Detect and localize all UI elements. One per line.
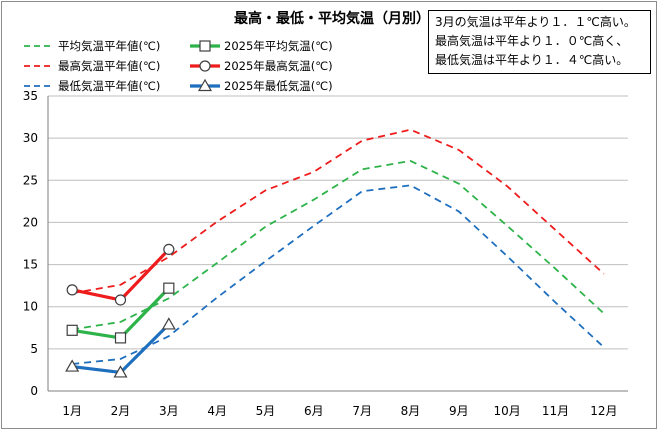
x-tick-label: 5月 [256,404,276,418]
y-axis-ticks: 0 5 10 15 20 25 30 35 [23,89,38,398]
legend-label: 2025年最低気温(℃) [224,79,333,93]
x-tick-label: 4月 [207,404,227,418]
x-tick-label: 10月 [494,404,521,418]
summary-note: 3月の気温は平年より１．１℃高い。 最高気温は平年より１．０℃高く、 最低気温は… [428,10,651,74]
series-line-最低気温平年値(℃) [72,184,605,365]
data-point [66,284,78,296]
series-line-最高気温平年値(℃) [72,128,605,295]
data-point [161,317,176,330]
legend-label: 最低気温平年値(℃) [58,79,160,93]
y-tick-label: 15 [23,258,38,272]
y-tick-label: 35 [23,89,38,103]
data-point [163,282,175,294]
data-point [163,243,175,255]
x-tick-label: 1月 [62,404,82,418]
y-tick-label: 5 [30,342,38,356]
y-tick-label: 25 [23,173,38,187]
note-line-3: 最低気温は平年より１．４℃高い。 [435,53,629,67]
x-tick-label: 3月 [159,404,179,418]
data-point [113,365,128,378]
legend-label: 最高気温平年値(℃) [58,59,160,73]
legend: 平均気温平年値(℃) 2025年平均気温(℃) 最高気温平年値(℃) 2025年最高気… [24,39,333,93]
x-tick-label: 2月 [111,404,131,418]
series-line-平均気温平年値(℃) [72,159,605,331]
legend-marker [199,40,211,52]
x-tick-label: 12月 [590,404,617,418]
x-tick-label: 8月 [401,404,421,418]
gridlines [47,95,628,392]
series-layer [65,128,605,378]
legend-marker [199,60,211,72]
y-tick-label: 0 [30,384,38,398]
y-tick-label: 10 [23,300,38,314]
data-point [66,324,78,336]
legend-marker [197,78,213,92]
data-point [65,359,80,372]
y-tick-label: 30 [23,131,38,145]
legend-label: 平均気温平年値(℃) [58,39,160,53]
series-line-2025年最高気温(℃) [71,248,170,302]
legend-label: 2025年最高気温(℃) [224,59,333,73]
x-axis-ticks: 1月 2月 3月 4月 5月 6月 7月 8月 9月 10月 11月 12月 [62,404,617,418]
legend-label: 2025年平均気温(℃) [224,39,333,53]
x-tick-label: 11月 [542,404,569,418]
y-tick-label: 20 [23,215,38,229]
data-point [114,294,127,306]
chart-title: 最高・最低・平均気温（月別） [234,11,430,27]
x-tick-label: 7月 [352,404,372,418]
note-line-2: 最高気温は平年より１．０℃高く、 [435,34,629,48]
data-point [114,332,127,344]
x-tick-label: 9月 [449,404,469,418]
note-line-1: 3月の気温は平年より１．１℃高い。 [435,15,636,29]
x-tick-label: 6月 [304,404,324,418]
